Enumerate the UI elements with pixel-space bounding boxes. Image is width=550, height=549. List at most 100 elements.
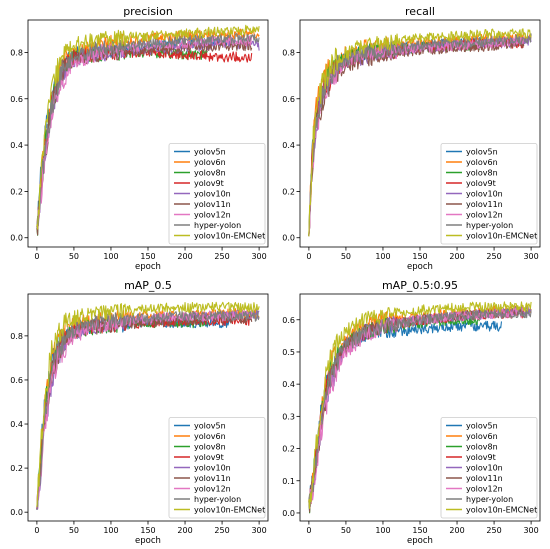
x-tick-label: 100 — [375, 526, 390, 535]
legend-label-yolov6n: yolov6n — [466, 432, 498, 441]
legend-label-yolov11n: yolov11n — [194, 474, 231, 483]
chart-panel-2: 0 50 100 150 200 250 300 0.0 0.2 0.4 0.6 0.8 recall e… — [282, 5, 541, 272]
y-tick-label: 0.1 — [282, 477, 295, 486]
legend-label-yolov5n: yolov5n — [466, 148, 498, 157]
series-lines — [36, 24, 260, 236]
x-tick-label: 150 — [140, 252, 155, 261]
y-tick-label: 0.8 — [10, 48, 23, 57]
y-tick-label: 0.6 — [282, 316, 295, 325]
legend-label-yolov6n: yolov6n — [194, 432, 226, 441]
y-tick-label: 0.4 — [282, 380, 295, 389]
x-tick-label: 200 — [449, 526, 464, 535]
x-tick-label: 150 — [412, 526, 427, 535]
y-tick-label: 0.3 — [282, 412, 295, 421]
series-line-hyper-yolon — [36, 310, 260, 508]
series-lines — [308, 301, 532, 514]
legend-label-yolov9t: yolov9t — [194, 453, 224, 462]
y-tick-label: 0.2 — [282, 445, 295, 454]
legend-label-yolov11n: yolov11n — [466, 474, 503, 483]
chart-title: mAP_0.5 — [124, 279, 172, 292]
legend: yolov5nyolov6nyolov8nyolov9tyolov10nyolo… — [168, 143, 266, 245]
series-line-yolov10n-EMCNet — [36, 301, 260, 508]
y-tick-label: 0.2 — [282, 187, 295, 196]
x-tick-label: 0 — [306, 526, 311, 535]
legend-label-yolov12n: yolov12n — [194, 211, 231, 220]
legend-label-yolov5n: yolov5n — [194, 422, 226, 431]
x-tick-label: 50 — [341, 252, 351, 261]
chart-panel-4: 0 50 100 150 200 250 300 0.0 0.1 0.2 0.3 0.4 0.5 0.6 m… — [282, 279, 541, 546]
x-tick-label: 50 — [69, 252, 79, 261]
x-axis-label: epoch — [135, 262, 161, 272]
legend-label-yolov8n: yolov8n — [194, 169, 226, 178]
x-tick-label: 250 — [486, 526, 501, 535]
x-tick-label: 300 — [251, 526, 266, 535]
legend-label-yolov10n: yolov10n — [466, 190, 503, 199]
y-tick-label: 0.8 — [10, 332, 23, 341]
legend-label-yolov10n-EMCNet: yolov10n-EMCNet — [194, 506, 265, 515]
legend-box — [168, 417, 266, 519]
x-tick-label: 250 — [486, 252, 501, 261]
legend: yolov5nyolov6nyolov8nyolov9tyolov10nyolo… — [168, 417, 266, 519]
legend-box — [168, 143, 266, 245]
series-line-yolov10n-EMCNet — [308, 28, 532, 237]
legend-label-yolov10n-EMCNet: yolov10n-EMCNet — [466, 506, 537, 515]
legend-label-yolov12n: yolov12n — [466, 211, 503, 220]
chart-title: mAP_0.5:0.95 — [382, 279, 458, 292]
legend-box — [440, 143, 538, 245]
y-tick-label: 0.2 — [10, 187, 23, 196]
legend-label-yolov6n: yolov6n — [194, 158, 226, 167]
y-tick-label: 0.2 — [10, 464, 23, 473]
x-tick-label: 50 — [69, 526, 79, 535]
legend-label-hyper-yolon: hyper-yolon — [466, 221, 513, 230]
series-line-yolov11n — [308, 38, 525, 237]
series-line-yolov10n-EMCNet — [36, 24, 260, 230]
series-line-yolov11n — [36, 39, 253, 236]
legend-label-yolov8n: yolov8n — [466, 443, 498, 452]
chart-title: precision — [123, 5, 173, 18]
x-tick-label: 100 — [103, 252, 118, 261]
legend-label-yolov12n: yolov12n — [194, 485, 231, 494]
chart-title: recall — [405, 5, 435, 18]
x-tick-label: 150 — [140, 526, 155, 535]
legend-label-yolov12n: yolov12n — [466, 485, 503, 494]
series-line-yolov10n-EMCNet — [308, 301, 532, 509]
x-tick-label: 200 — [177, 252, 192, 261]
series-line-hyper-yolon — [308, 33, 532, 237]
x-tick-label: 100 — [375, 252, 390, 261]
legend-label-yolov10n-EMCNet: yolov10n-EMCNet — [194, 232, 265, 241]
y-tick-label: 0.4 — [10, 141, 23, 150]
x-tick-label: 0 — [34, 252, 39, 261]
x-tick-label: 150 — [412, 252, 427, 261]
x-tick-label: 50 — [341, 526, 351, 535]
x-tick-label: 250 — [214, 252, 229, 261]
x-tick-label: 100 — [103, 526, 118, 535]
x-tick-label: 300 — [251, 252, 266, 261]
x-tick-label: 250 — [214, 526, 229, 535]
y-tick-label: 0.0 — [282, 509, 295, 518]
legend-box — [440, 417, 538, 519]
y-tick-label: 0.0 — [10, 508, 23, 517]
y-tick-label: 0.4 — [10, 420, 23, 429]
x-axis-label: epoch — [407, 262, 433, 272]
x-tick-label: 200 — [449, 252, 464, 261]
x-tick-label: 0 — [306, 252, 311, 261]
legend-label-yolov6n: yolov6n — [466, 158, 498, 167]
legend-label-yolov11n: yolov11n — [194, 200, 231, 209]
x-tick-label: 0 — [34, 526, 39, 535]
x-tick-label: 200 — [177, 526, 192, 535]
legend-label-yolov8n: yolov8n — [466, 169, 498, 178]
legend-label-yolov9t: yolov9t — [194, 179, 224, 188]
legend: yolov5nyolov6nyolov8nyolov9tyolov10nyolo… — [440, 417, 538, 519]
x-tick-label: 300 — [523, 526, 538, 535]
series-lines — [308, 28, 532, 237]
y-tick-label: 0.6 — [10, 95, 23, 104]
legend-label-yolov10n: yolov10n — [194, 190, 231, 199]
y-tick-label: 0.0 — [282, 234, 295, 243]
chart-panel-1: 0 50 100 150 200 250 300 0.0 0.2 0.4 0.6 0.8 precisi… — [10, 5, 269, 272]
series-line-hyper-yolon — [308, 307, 532, 506]
x-axis-label: epoch — [135, 536, 161, 546]
chart-panel-3: 0 50 100 150 200 250 300 0.0 0.2 0.4 0.6 0.8 mAP_0.5… — [10, 279, 269, 546]
legend-label-yolov8n: yolov8n — [194, 443, 226, 452]
y-tick-label: 0.6 — [282, 95, 295, 104]
